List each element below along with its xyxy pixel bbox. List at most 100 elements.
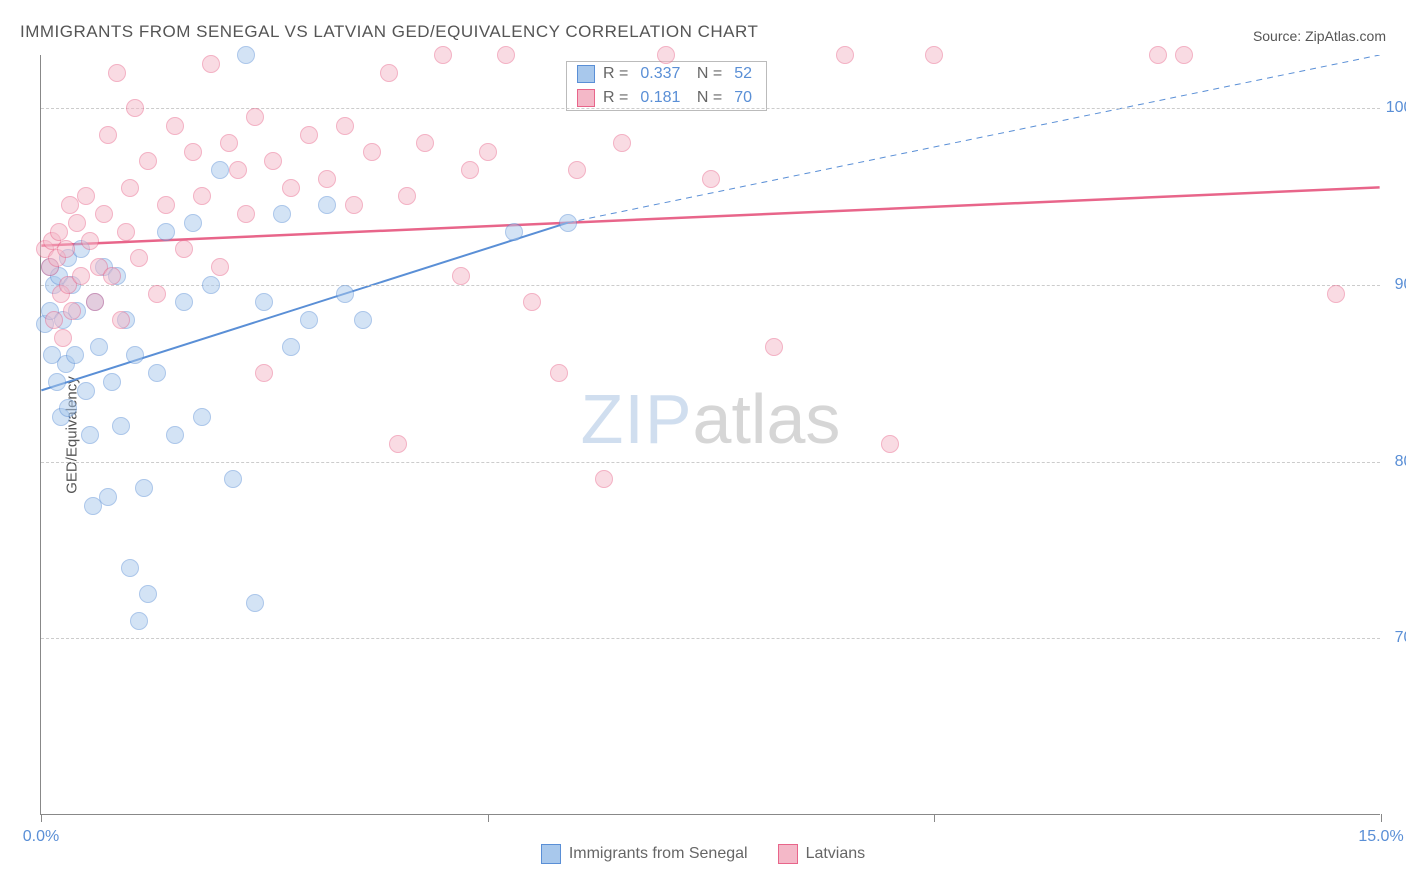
scatter-point [99,488,117,506]
scatter-point [1327,285,1345,303]
gridline [41,108,1380,109]
scatter-point [354,311,372,329]
scatter-point [81,426,99,444]
scatter-point [130,612,148,630]
scatter-point [613,134,631,152]
scatter-point [765,338,783,356]
scatter-point [175,240,193,258]
y-tick-label: 90.0% [1395,276,1406,294]
scatter-point [121,179,139,197]
scatter-point [81,232,99,250]
scatter-point [452,267,470,285]
gridline [41,462,1380,463]
scatter-point [282,338,300,356]
y-tick-label: 100.0% [1386,99,1406,117]
scatter-point [363,143,381,161]
scatter-point [255,364,273,382]
scatter-point [300,126,318,144]
scatter-point [45,311,63,329]
scatter-point [121,559,139,577]
scatter-point [148,364,166,382]
scatter-point [229,161,247,179]
scatter-point [255,293,273,311]
scatter-point [336,117,354,135]
scatter-point [61,196,79,214]
scatter-point [126,346,144,364]
legend-item-latvians: Latvians [778,844,866,864]
scatter-point [461,161,479,179]
watermark-zip: ZIP [581,380,693,458]
scatter-point [59,399,77,417]
scatter-point [184,214,202,232]
watermark: ZIPatlas [581,379,841,459]
source-attribution: Source: ZipAtlas.com [1253,28,1386,44]
legend-label-latvians: Latvians [806,845,866,863]
scatter-point [117,223,135,241]
scatter-point [836,46,854,64]
scatter-point [157,223,175,241]
chart-title: IMMIGRANTS FROM SENEGAL VS LATVIAN GED/E… [20,22,758,42]
scatter-point [595,470,613,488]
scatter-point [50,223,68,241]
scatter-point [211,161,229,179]
scatter-point [66,346,84,364]
scatter-point [237,46,255,64]
scatter-point [112,311,130,329]
scatter-point [202,276,220,294]
scatter-point [881,435,899,453]
x-tick [41,814,42,822]
stats-swatch-latvians [577,89,595,107]
scatter-point [48,373,66,391]
scatter-point [702,170,720,188]
scatter-point [72,267,90,285]
scatter-point [86,293,104,311]
scatter-point [264,152,282,170]
scatter-point [63,302,81,320]
scatter-point [108,64,126,82]
scatter-point [184,143,202,161]
chart-plot-area: GED/Equivalency ZIPatlas R = 0.337 N = 5… [40,55,1380,815]
legend-swatch-senegal [541,844,561,864]
scatter-point [318,196,336,214]
scatter-point [90,338,108,356]
scatter-point [300,311,318,329]
scatter-point [505,223,523,241]
scatter-point [130,249,148,267]
trend-line [41,223,567,391]
scatter-point [416,134,434,152]
scatter-point [273,205,291,223]
stats-row-latvians: R = 0.181 N = 70 [567,86,766,110]
scatter-point [126,99,144,117]
scatter-point [175,293,193,311]
scatter-point [497,46,515,64]
scatter-point [148,285,166,303]
r-value-latvians: 0.181 [640,89,680,107]
stats-swatch-senegal [577,65,595,83]
legend-swatch-latvians [778,844,798,864]
gridline [41,285,1380,286]
scatter-point [1149,46,1167,64]
scatter-point [211,258,229,276]
scatter-point [568,161,586,179]
scatter-point [389,435,407,453]
scatter-point [523,293,541,311]
scatter-point [99,126,117,144]
scatter-point [220,134,238,152]
scatter-point [925,46,943,64]
scatter-point [166,426,184,444]
r-value-senegal: 0.337 [640,65,680,83]
scatter-point [139,152,157,170]
scatter-point [398,187,416,205]
scatter-point [57,240,75,258]
scatter-point [550,364,568,382]
scatter-point [559,214,577,232]
scatter-point [246,108,264,126]
scatter-point [112,417,130,435]
stats-row-senegal: R = 0.337 N = 52 [567,62,766,86]
scatter-point [318,170,336,188]
x-tick [1381,814,1382,822]
n-label: N = [692,65,722,83]
r-label: R = [603,65,628,83]
series-legend: Immigrants from Senegal Latvians [0,844,1406,864]
r-label: R = [603,89,628,107]
